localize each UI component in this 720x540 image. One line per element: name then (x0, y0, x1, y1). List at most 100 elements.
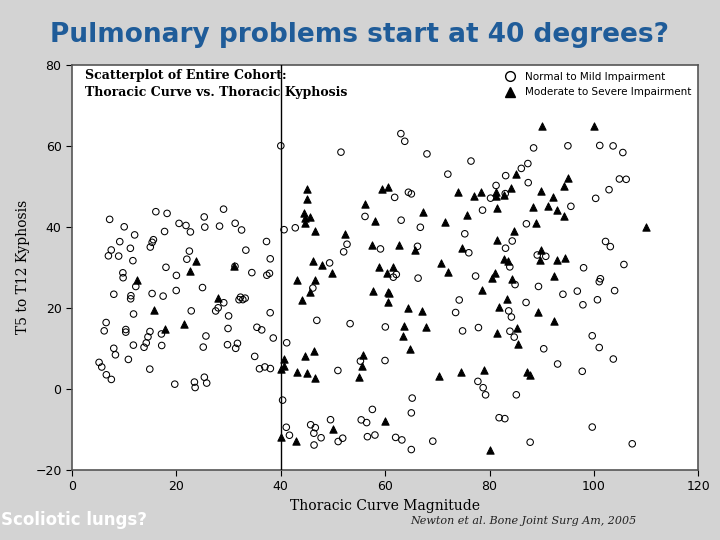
Point (510, 390, 522, 399)
Point (499, 414, 510, 423)
Point (552, 206, 563, 214)
Point (125, 292, 137, 300)
Point (420, 322, 431, 331)
Point (292, 368, 303, 376)
Point (301, 195, 312, 204)
Point (503, 257, 514, 266)
Point (337, 434, 348, 442)
Point (565, 202, 577, 211)
Point (410, 246, 421, 254)
Point (301, 368, 312, 377)
Point (169, 380, 181, 388)
Point (304, 213, 315, 221)
Point (592, 295, 603, 304)
Point (184, 266, 196, 275)
Point (94, 358, 105, 367)
Point (516, 164, 527, 173)
Point (354, 373, 365, 381)
Point (427, 437, 438, 445)
Point (502, 295, 513, 303)
Point (618, 260, 630, 269)
Point (511, 323, 523, 332)
Point (156, 341, 168, 350)
Point (413, 274, 424, 282)
Point (394, 241, 405, 250)
Point (462, 211, 473, 219)
Point (405, 190, 417, 198)
Point (101, 370, 112, 379)
Point (197, 343, 209, 352)
Point (145, 243, 156, 252)
Point (533, 282, 544, 291)
Point (148, 235, 159, 244)
Point (382, 298, 394, 307)
Point (475, 188, 487, 197)
Point (201, 379, 212, 387)
Point (540, 252, 552, 261)
Point (613, 174, 625, 183)
Point (382, 183, 394, 191)
Point (480, 390, 491, 399)
Point (339, 230, 351, 238)
Point (500, 244, 511, 253)
Point (486, 274, 498, 282)
Point (278, 361, 289, 370)
Point (369, 217, 381, 225)
Point (197, 283, 208, 292)
Point (281, 423, 292, 431)
Point (557, 290, 569, 299)
Text: Newton et al. Bone Joint Surg Am, 2005: Newton et al. Bone Joint Surg Am, 2005 (410, 516, 636, 526)
Point (562, 141, 574, 150)
Point (510, 170, 521, 178)
Point (103, 252, 114, 260)
Point (299, 352, 310, 360)
Point (595, 274, 606, 283)
Point (609, 286, 621, 295)
Point (148, 306, 160, 315)
Point (395, 130, 407, 138)
Point (506, 237, 518, 245)
Point (146, 238, 158, 247)
Point (125, 294, 136, 303)
Point (233, 295, 245, 304)
Point (590, 194, 601, 202)
Point (268, 334, 279, 342)
Point (265, 364, 276, 373)
Point (463, 248, 474, 257)
Point (477, 383, 489, 392)
Point (404, 345, 415, 353)
Point (222, 324, 234, 333)
Point (336, 148, 347, 157)
Point (534, 256, 546, 265)
Point (405, 409, 417, 417)
Point (131, 275, 143, 284)
Point (417, 208, 428, 217)
Point (494, 302, 505, 311)
Point (641, 222, 652, 231)
Point (491, 328, 503, 337)
Legend: Normal to Mild Impairment, Moderate to Severe Impairment: Normal to Mild Impairment, Moderate to S… (498, 70, 693, 99)
Point (548, 272, 559, 281)
Point (159, 227, 171, 236)
Point (359, 212, 371, 221)
Point (109, 350, 121, 359)
Point (117, 268, 129, 277)
Point (478, 366, 490, 374)
Point (376, 185, 387, 193)
Point (477, 285, 488, 294)
Point (200, 332, 212, 340)
Point (316, 261, 328, 269)
Point (547, 193, 559, 201)
Point (171, 271, 182, 280)
Point (456, 327, 468, 335)
Point (390, 433, 402, 442)
Point (454, 296, 465, 305)
Point (491, 235, 503, 244)
Point (390, 270, 402, 279)
Point (508, 227, 520, 235)
Point (361, 418, 372, 427)
Point (521, 368, 533, 376)
Point (587, 332, 598, 340)
Point (184, 247, 195, 255)
Point (456, 243, 468, 252)
